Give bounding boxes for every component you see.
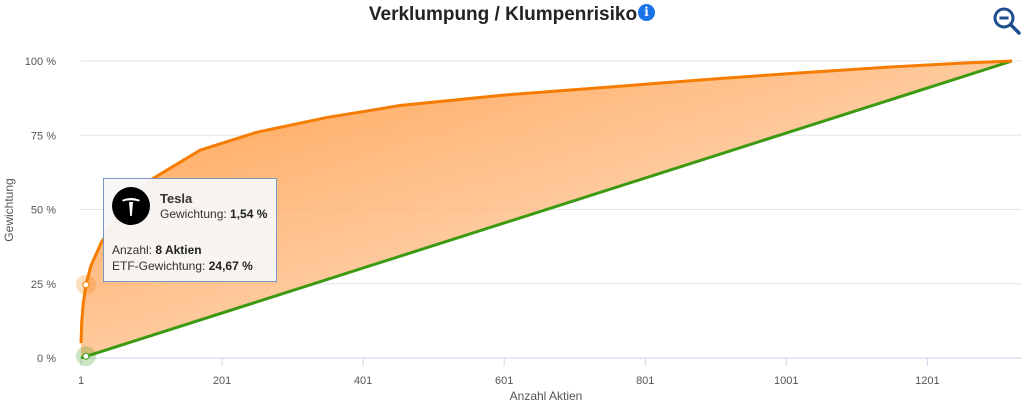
x-tick-label: 1201 xyxy=(915,375,939,387)
info-icon[interactable]: i xyxy=(638,4,656,21)
y-tick-label: 100 % xyxy=(25,56,56,68)
x-tick-label: 801 xyxy=(636,375,654,387)
data-point-cumulative[interactable] xyxy=(82,281,90,289)
x-tick-label: 201 xyxy=(213,375,231,387)
y-tick-label: 50 % xyxy=(31,205,56,217)
x-tick-label: 1 xyxy=(78,375,84,387)
x-tick-label: 1001 xyxy=(774,375,798,387)
tooltip-etf-weight: ETF-Gewichtung: 24,67 % xyxy=(112,259,253,273)
tesla-logo xyxy=(112,187,150,225)
zoom-out-icon[interactable] xyxy=(992,6,1022,36)
x-axis-label: Anzahl Aktien xyxy=(510,389,583,402)
chart-title: Verklumpung / Klumpenrisiko i xyxy=(0,4,1024,26)
tooltip-count: Anzahl: 8 Aktien xyxy=(112,243,202,257)
tooltip-stock-name: Tesla xyxy=(160,191,193,206)
series-equal-line xyxy=(80,59,1013,360)
x-tick-label: 601 xyxy=(495,375,513,387)
y-tick-label: 75 % xyxy=(31,130,56,142)
y-tick-label: 0 % xyxy=(37,353,56,365)
y-axis-label: Gewichtung xyxy=(2,178,16,241)
data-point-equal[interactable] xyxy=(82,352,90,360)
tooltip: Tesla Gewichtung: 1,54 % Anzahl: 8 Aktie… xyxy=(103,178,277,282)
y-tick-label: 25 % xyxy=(31,279,56,291)
tooltip-weight: Gewichtung: 1,54 % xyxy=(160,207,268,221)
title-text: Verklumpung / Klumpenrisiko xyxy=(368,4,638,25)
x-tick-label: 401 xyxy=(354,375,372,387)
